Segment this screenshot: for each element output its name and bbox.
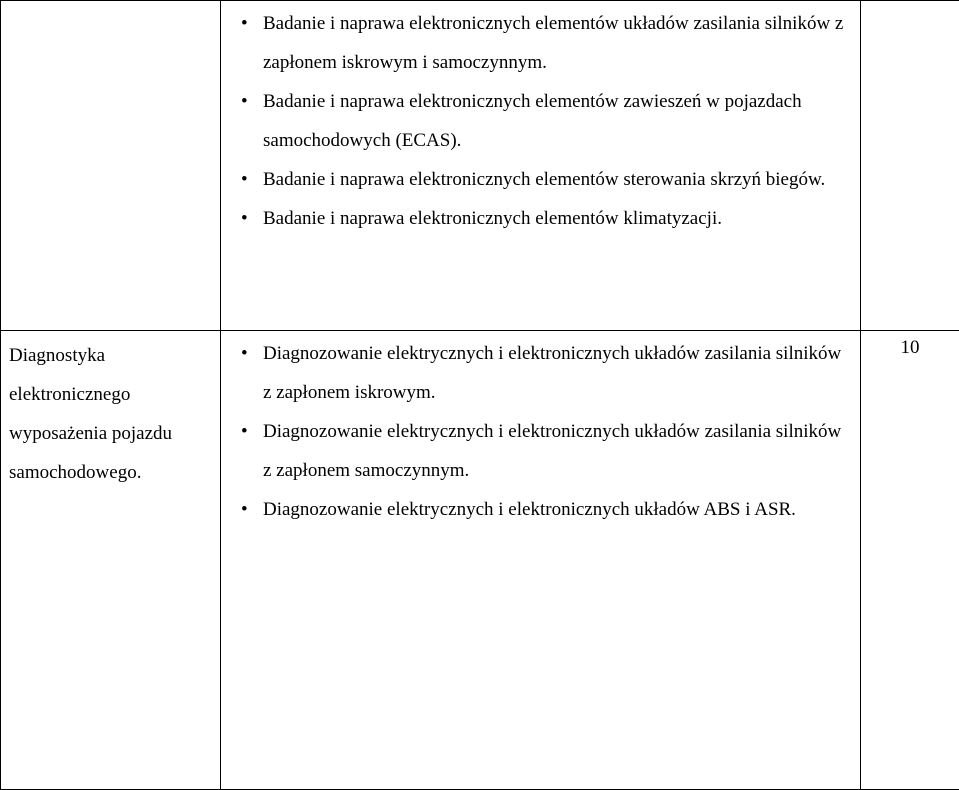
list-item: Diagnozowanie elektrycznych i elektronic… <box>229 335 852 413</box>
row2-left-text: Diagnostyka elektronicznego wyposażenia … <box>9 335 212 493</box>
list-item: Badanie i naprawa elektronicznych elemen… <box>229 161 852 200</box>
list-item: Badanie i naprawa elektronicznych elemen… <box>229 83 852 161</box>
list-item: Badanie i naprawa elektronicznych elemen… <box>229 200 852 239</box>
row1-number <box>869 5 951 7</box>
cell-row1-middle: Badanie i naprawa elektronicznych elemen… <box>221 1 861 331</box>
document-page: Badanie i naprawa elektronicznych elemen… <box>0 0 959 789</box>
cell-row1-right <box>861 1 959 331</box>
table-row: Badanie i naprawa elektronicznych elemen… <box>1 1 959 331</box>
cell-row2-middle: Diagnozowanie elektrycznych i elektronic… <box>221 331 861 790</box>
cell-row2-left: Diagnostyka elektronicznego wyposażenia … <box>1 331 221 790</box>
row1-left-text <box>9 5 212 7</box>
content-table: Badanie i naprawa elektronicznych elemen… <box>0 0 959 790</box>
row2-bullet-list: Diagnozowanie elektrycznych i elektronic… <box>229 335 852 530</box>
row1-bullet-list: Badanie i naprawa elektronicznych elemen… <box>229 5 852 239</box>
list-item: Badanie i naprawa elektronicznych elemen… <box>229 5 852 83</box>
list-item: Diagnozowanie elektrycznych i elektronic… <box>229 413 852 491</box>
cell-row1-left <box>1 1 221 331</box>
cell-row2-right: 10 <box>861 331 959 790</box>
row2-number: 10 <box>869 335 951 359</box>
table-row: Diagnostyka elektronicznego wyposażenia … <box>1 331 959 790</box>
list-item: Diagnozowanie elektrycznych i elektronic… <box>229 491 852 530</box>
